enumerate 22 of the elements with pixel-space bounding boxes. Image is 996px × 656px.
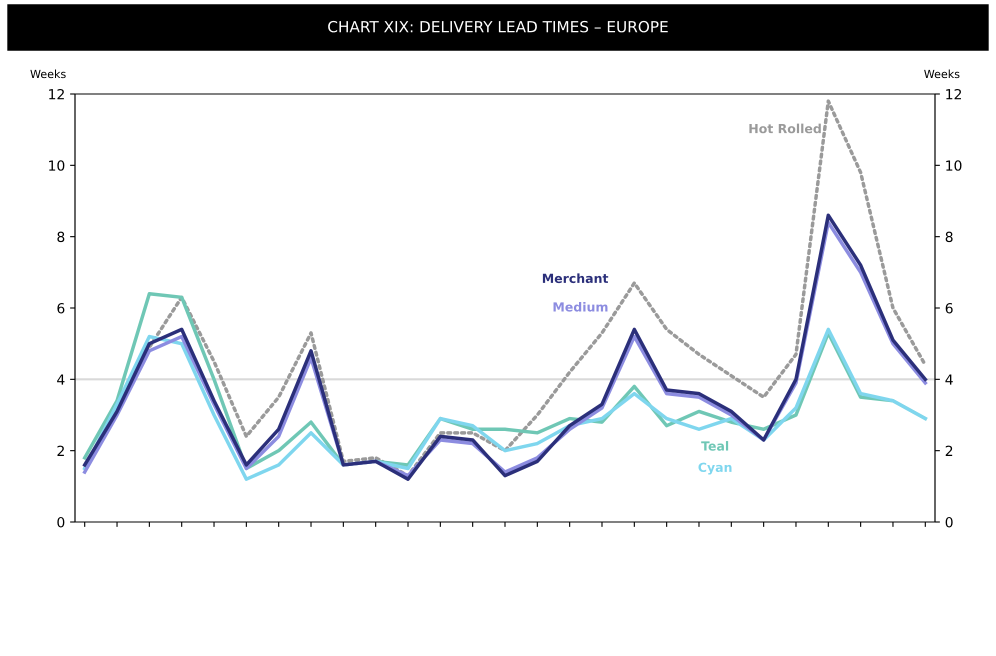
- text: Merchant: [542, 273, 608, 284]
- y-tick-label: 2: [57, 446, 64, 456]
- y-axis-title: Weeks: [30, 70, 66, 78]
- y2-tick-label: 10: [946, 160, 962, 171]
- y2-axis-title: Weeks: [924, 70, 960, 78]
- y2-tick-label: 12: [946, 88, 962, 100]
- text: Medium: [554, 302, 608, 312]
- y2-tick-label: 0: [946, 516, 953, 528]
- y2-tick-label: 6: [946, 302, 953, 314]
- series-label: Teal: [701, 441, 728, 451]
- chart-title: CHART XIX: DELIVERY LEAD TIMES – EUROPE: [328, 20, 668, 32]
- y-tick-label: 10: [49, 160, 64, 171]
- y-tick-label: 6: [57, 302, 64, 314]
- y-tick-label: 0: [57, 516, 64, 528]
- y-tick-label: 12: [49, 88, 64, 100]
- y-tick-label: 4: [57, 374, 64, 385]
- y2-tick-label: 2: [946, 446, 952, 456]
- y-tick-label: 8: [57, 232, 64, 242]
- text: Cyan: [698, 462, 732, 475]
- y2-tick-label: 8: [946, 232, 953, 242]
- series-label: Hot Rolled: [749, 124, 821, 134]
- y2-tick-label: 4: [945, 374, 953, 385]
